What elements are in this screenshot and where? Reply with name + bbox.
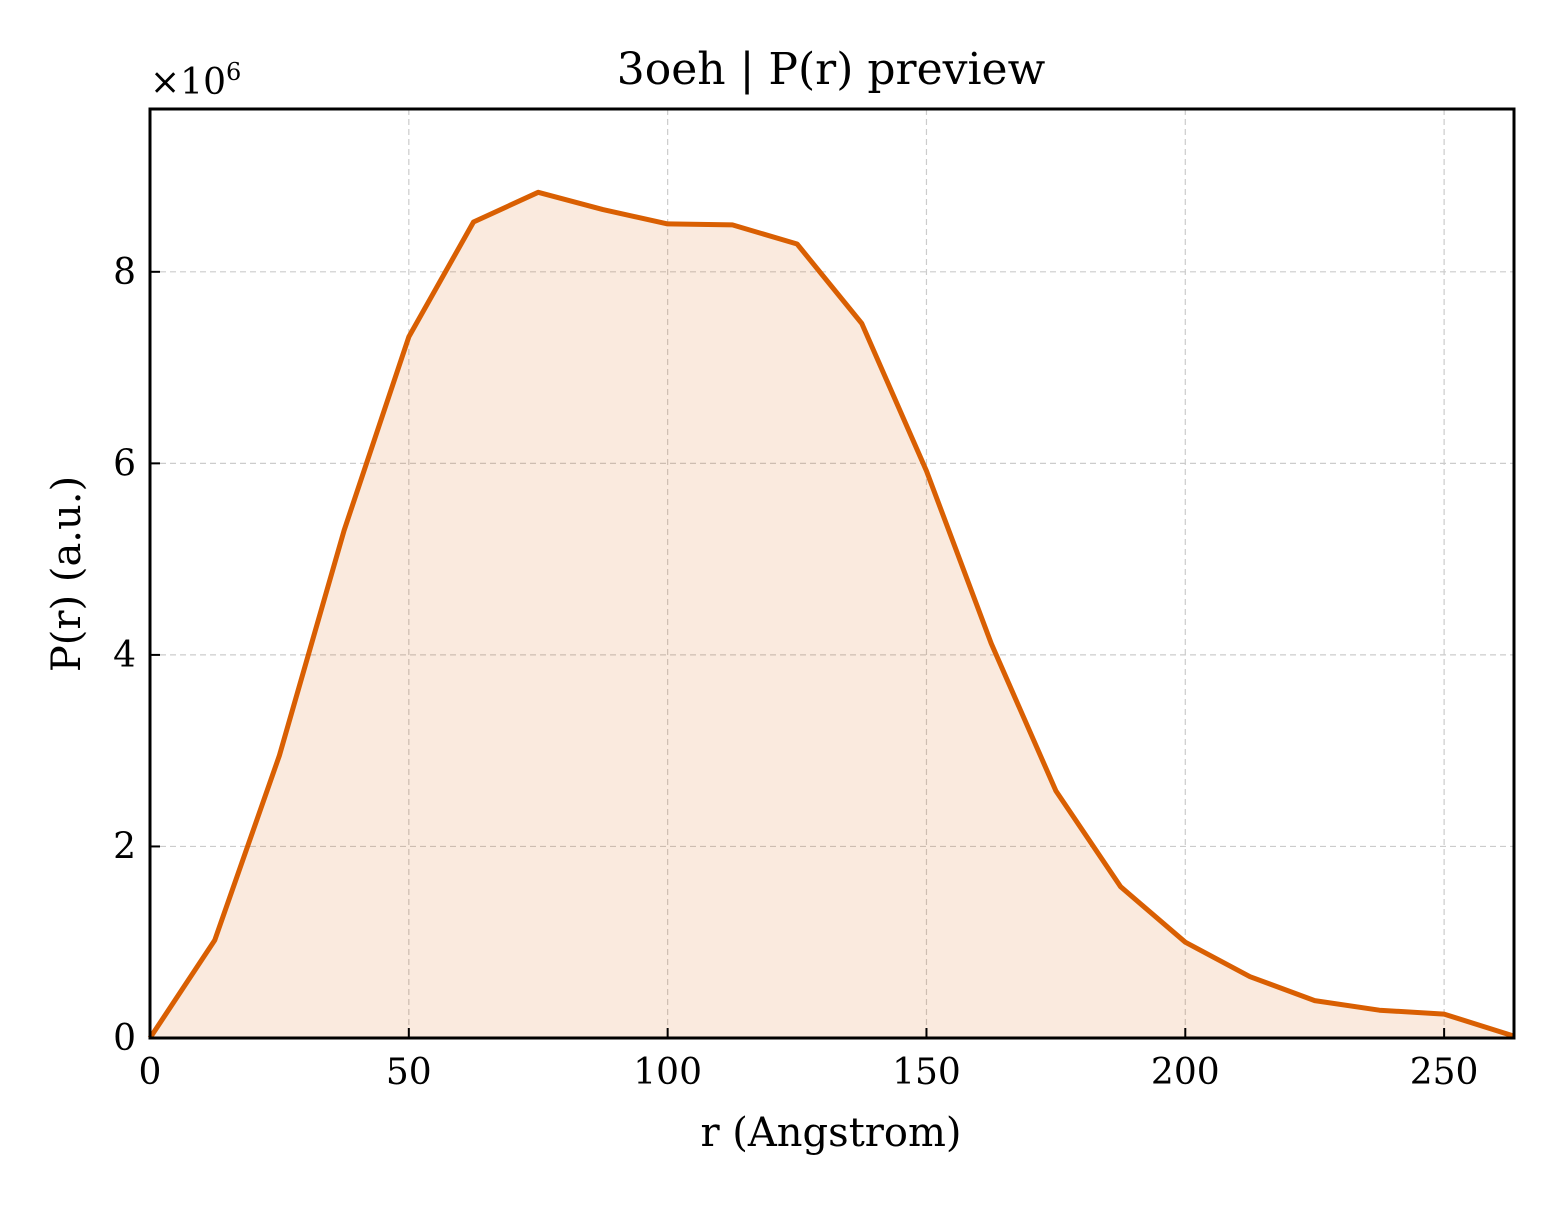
x-tick-label: 50 (386, 1052, 432, 1093)
y-axis-label: P(r) (a.u.) (44, 476, 90, 672)
y-tick-label: 6 (113, 443, 136, 484)
x-tick-labels: 0 50 100 150 200 250 (139, 1052, 1479, 1093)
y-tick-label: 0 (113, 1018, 136, 1059)
x-tick-label: 200 (1151, 1052, 1220, 1093)
chart-title: 3oeh | P(r) preview (617, 44, 1046, 95)
x-tick-label: 0 (139, 1052, 162, 1093)
y-tick-label: 2 (113, 826, 136, 867)
y-tick-label: 8 (113, 252, 136, 293)
x-tick-label: 250 (1410, 1052, 1479, 1093)
pr-area-fill (150, 192, 1514, 1038)
y-tick-label: 4 (113, 635, 136, 676)
y-multiplier-exponent: 6 (226, 58, 241, 86)
y-multiplier-label: ×106 (150, 58, 241, 103)
x-axis-label: r (Angstrom) (700, 1110, 961, 1156)
x-tick-label: 150 (892, 1052, 961, 1093)
y-tick-labels: 0 2 4 6 8 (113, 252, 136, 1059)
y-multiplier-base: ×10 (150, 62, 226, 103)
x-tick-label: 100 (633, 1052, 702, 1093)
